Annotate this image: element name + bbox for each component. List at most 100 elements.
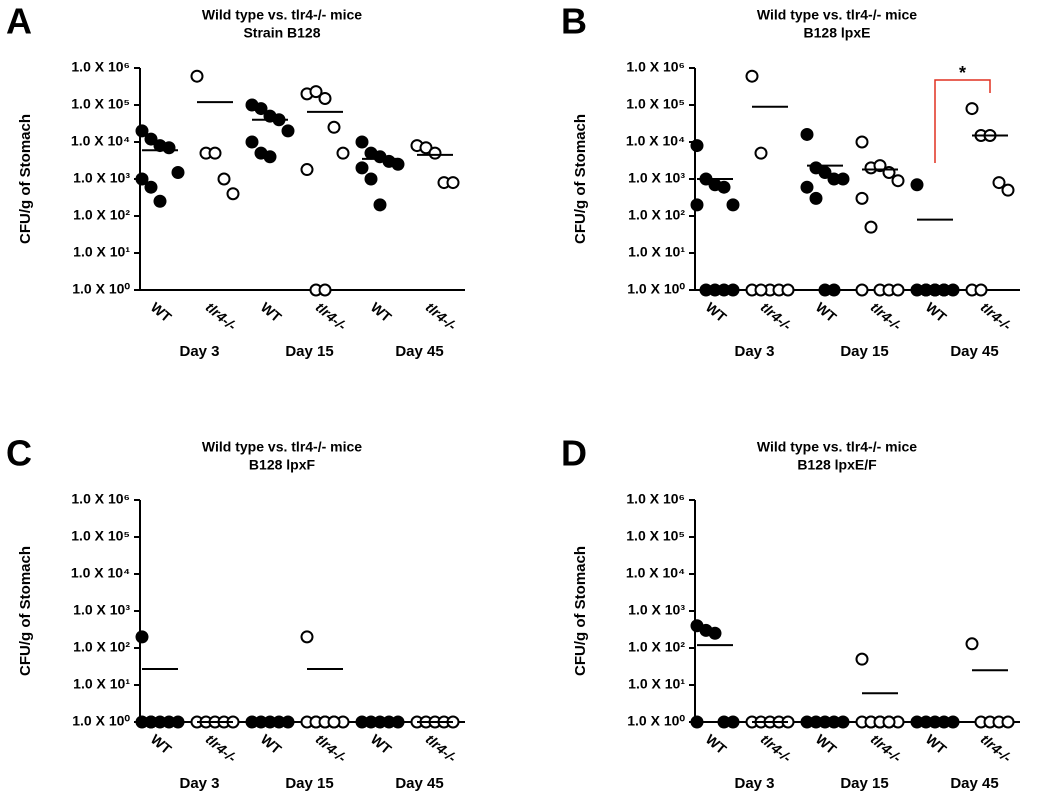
open-point bbox=[754, 146, 768, 160]
filled-point bbox=[708, 626, 722, 640]
filled-point bbox=[144, 715, 158, 729]
chart-subtitle: Strain B128 bbox=[243, 25, 320, 41]
open-point bbox=[882, 715, 896, 729]
y-tick-label: 1.0 X 10⁰ bbox=[72, 713, 130, 729]
filled-point bbox=[910, 178, 924, 192]
x-tick-label: tlr4-/- bbox=[423, 299, 460, 334]
y-tick-label: 1.0 X 10¹ bbox=[628, 244, 685, 260]
y-tick-label: 1.0 X 10³ bbox=[73, 602, 130, 618]
x-tick-label: WT bbox=[258, 299, 285, 326]
y-tick-label: 1.0 X 10¹ bbox=[73, 244, 130, 260]
open-point bbox=[190, 69, 204, 83]
filled-point bbox=[373, 198, 387, 212]
open-point bbox=[992, 176, 1006, 190]
group-label: Day 15 bbox=[840, 775, 888, 792]
y-tick-label: 1.0 X 10¹ bbox=[628, 676, 685, 692]
group-label: Day 15 bbox=[285, 775, 333, 792]
y-tick-label: 1.0 X 10⁶ bbox=[71, 59, 130, 75]
x-tick-label: WT bbox=[703, 299, 730, 326]
panel-letter: C bbox=[6, 433, 32, 474]
y-tick-label: 1.0 X 10² bbox=[73, 207, 130, 223]
filled-point bbox=[355, 135, 369, 149]
x-tick-label: tlr4-/- bbox=[758, 299, 795, 334]
filled-point bbox=[726, 198, 740, 212]
open-point bbox=[855, 191, 869, 205]
filled-point bbox=[254, 102, 268, 116]
chart-subtitle: B128 lpxE/F bbox=[797, 457, 877, 473]
filled-point bbox=[391, 157, 405, 171]
x-tick-label: WT bbox=[258, 731, 285, 758]
y-tick-label: 1.0 X 10⁴ bbox=[626, 133, 685, 149]
filled-point bbox=[171, 715, 185, 729]
filled-point bbox=[800, 180, 814, 194]
filled-point bbox=[726, 283, 740, 297]
x-tick-label: WT bbox=[813, 299, 840, 326]
filled-point bbox=[717, 180, 731, 194]
group-label: Day 45 bbox=[395, 343, 443, 360]
filled-point bbox=[245, 135, 259, 149]
open-point bbox=[855, 283, 869, 297]
y-tick-label: 1.0 X 10¹ bbox=[73, 676, 130, 692]
open-point bbox=[309, 85, 323, 99]
y-axis-label: CFU/g of Stomach bbox=[17, 546, 34, 676]
open-point bbox=[336, 146, 350, 160]
filled-point bbox=[827, 283, 841, 297]
x-tick-label: WT bbox=[148, 299, 175, 326]
y-tick-label: 1.0 X 10⁶ bbox=[626, 59, 685, 75]
significance-bracket bbox=[934, 79, 991, 163]
filled-point bbox=[690, 139, 704, 153]
open-point bbox=[446, 176, 460, 190]
y-axis-label: CFU/g of Stomach bbox=[572, 546, 589, 676]
filled-point bbox=[153, 194, 167, 208]
filled-point bbox=[809, 191, 823, 205]
group-label: Day 15 bbox=[840, 343, 888, 360]
y-tick-label: 1.0 X 10⁵ bbox=[626, 96, 685, 112]
open-point bbox=[855, 135, 869, 149]
x-tick-label: tlr4-/- bbox=[203, 299, 240, 334]
panel-letter: A bbox=[6, 1, 32, 42]
x-tick-label: tlr4-/- bbox=[868, 299, 905, 334]
open-point bbox=[327, 715, 341, 729]
y-tick-label: 1.0 X 10³ bbox=[628, 170, 685, 186]
y-axis-label: CFU/g of Stomach bbox=[572, 114, 589, 244]
y-tick-label: 1.0 X 10³ bbox=[628, 602, 685, 618]
x-tick-label: WT bbox=[368, 299, 395, 326]
x-tick-label: tlr4-/- bbox=[423, 731, 460, 766]
y-tick-label: 1.0 X 10⁰ bbox=[627, 713, 685, 729]
y-tick-label: 1.0 X 10⁴ bbox=[71, 565, 130, 581]
x-tick-label: tlr4-/- bbox=[978, 299, 1015, 334]
filled-point bbox=[171, 165, 185, 179]
chart-subtitle: B128 lpxF bbox=[249, 457, 316, 473]
chart-subtitle: B128 lpxE bbox=[804, 25, 871, 41]
open-point bbox=[1001, 183, 1015, 197]
significance-label: * bbox=[959, 63, 966, 83]
open-point bbox=[745, 69, 759, 83]
x-tick-label: tlr4-/- bbox=[758, 731, 795, 766]
x-tick-label: WT bbox=[368, 731, 395, 758]
open-point bbox=[226, 187, 240, 201]
x-tick-label: WT bbox=[923, 731, 950, 758]
open-point bbox=[965, 637, 979, 651]
group-label: Day 15 bbox=[285, 343, 333, 360]
x-tick-label: tlr4-/- bbox=[868, 731, 905, 766]
open-point bbox=[891, 283, 905, 297]
filled-point bbox=[726, 715, 740, 729]
filled-point bbox=[135, 630, 149, 644]
filled-point bbox=[690, 715, 704, 729]
filled-point bbox=[135, 124, 149, 138]
group-label: Day 3 bbox=[734, 343, 774, 360]
y-tick-label: 1.0 X 10⁶ bbox=[71, 491, 130, 507]
x-tick-label: WT bbox=[813, 731, 840, 758]
filled-point bbox=[690, 198, 704, 212]
y-tick-label: 1.0 X 10² bbox=[73, 639, 130, 655]
y-tick-label: 1.0 X 10⁵ bbox=[71, 96, 130, 112]
filled-point bbox=[818, 165, 832, 179]
filled-point bbox=[355, 161, 369, 175]
group-label: Day 3 bbox=[179, 775, 219, 792]
chart-title: Wild type vs. tlr4-/- mice bbox=[757, 7, 917, 23]
group-label: Day 45 bbox=[950, 775, 998, 792]
filled-point bbox=[836, 172, 850, 186]
group-label: Day 45 bbox=[950, 343, 998, 360]
open-point bbox=[318, 91, 332, 105]
filled-point bbox=[144, 132, 158, 146]
